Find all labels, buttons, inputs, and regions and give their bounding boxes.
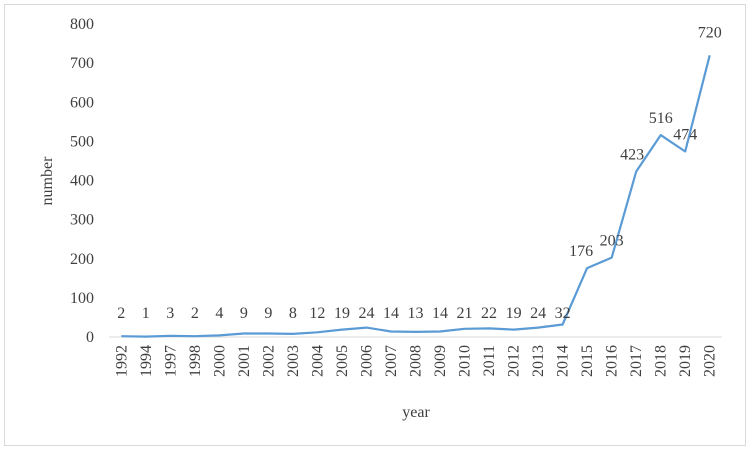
y-tick-label: 500 [70,133,94,150]
x-tick-label: 2020 [702,345,719,377]
data-label: 720 [698,24,722,41]
data-label: 516 [649,110,673,127]
x-tick-label: 2011 [481,345,498,376]
data-label: 2 [117,305,125,322]
data-label: 14 [383,305,399,322]
x-tick-label: 2016 [604,345,621,377]
x-tick-label: 2019 [677,345,694,377]
data-label: 9 [240,305,248,322]
x-tick-label: 2014 [555,345,572,377]
data-label: 9 [264,305,272,322]
chart-frame [4,4,746,446]
x-tick-label: 2002 [260,345,277,377]
x-tick-label: 1994 [138,345,155,377]
data-label: 3 [166,305,174,322]
y-tick-label: 600 [70,94,94,111]
x-tick-label: 2004 [309,345,326,377]
x-tick-label: 2006 [358,345,375,377]
x-tick-label: 2003 [285,345,302,377]
x-tick-label: 2007 [383,345,400,377]
data-label: 176 [569,243,593,260]
data-label: 19 [506,305,522,322]
data-label: 32 [555,305,571,322]
y-axis-title: number [39,156,56,206]
x-tick-label: 2018 [653,345,670,377]
data-label: 2 [191,305,199,322]
data-label: 1 [142,305,150,322]
data-label: 14 [432,305,448,322]
x-tick-label: 1998 [187,345,204,377]
data-label: 24 [530,305,546,322]
data-label: 423 [620,147,644,164]
data-label: 24 [358,305,374,322]
x-tick-label: 1992 [113,345,130,377]
data-label: 21 [457,305,473,322]
x-tick-label: 2008 [408,345,425,377]
data-label: 12 [309,305,325,322]
x-tick-label: 2015 [579,345,596,377]
series-line [121,55,711,338]
data-label: 22 [481,305,497,322]
x-tick-label: 2005 [334,345,351,377]
x-axis-ticks: 1992 1994 1997 1998 2000 2001 2002 2003 2004 2005… [113,345,718,377]
data-labels: 2 1 3 2 4 9 9 8 12 19 24 14 13 14 21 22 19 24 321762034235… [117,24,721,322]
data-label: 19 [334,305,350,322]
x-tick-label: 2012 [506,345,523,377]
x-tick-label: 1997 [162,345,179,377]
y-tick-label: 300 [70,212,94,229]
x-tick-label: 2010 [457,345,474,377]
x-tick-label: 2013 [530,345,547,377]
y-tick-label: 800 [70,16,94,33]
data-label: 474 [673,127,697,144]
data-label: 13 [408,305,424,322]
x-tick-label: 2009 [432,345,449,377]
y-tick-label: 100 [70,290,94,307]
data-label: 8 [289,305,297,322]
y-tick-label: 700 [70,55,94,72]
data-label: 203 [600,233,624,250]
x-tick-label: 2000 [211,345,228,377]
data-label: 4 [215,305,223,322]
y-tick-label: 0 [86,329,94,346]
y-tick-label: 200 [70,251,94,268]
x-tick-label: 2001 [236,345,253,377]
x-axis-title: year [402,404,430,421]
y-tick-label: 400 [70,173,94,190]
x-tick-label: 2017 [628,345,645,377]
y-axis-ticks: 0 100 200 300 400 500 600 700 800 [70,16,94,346]
